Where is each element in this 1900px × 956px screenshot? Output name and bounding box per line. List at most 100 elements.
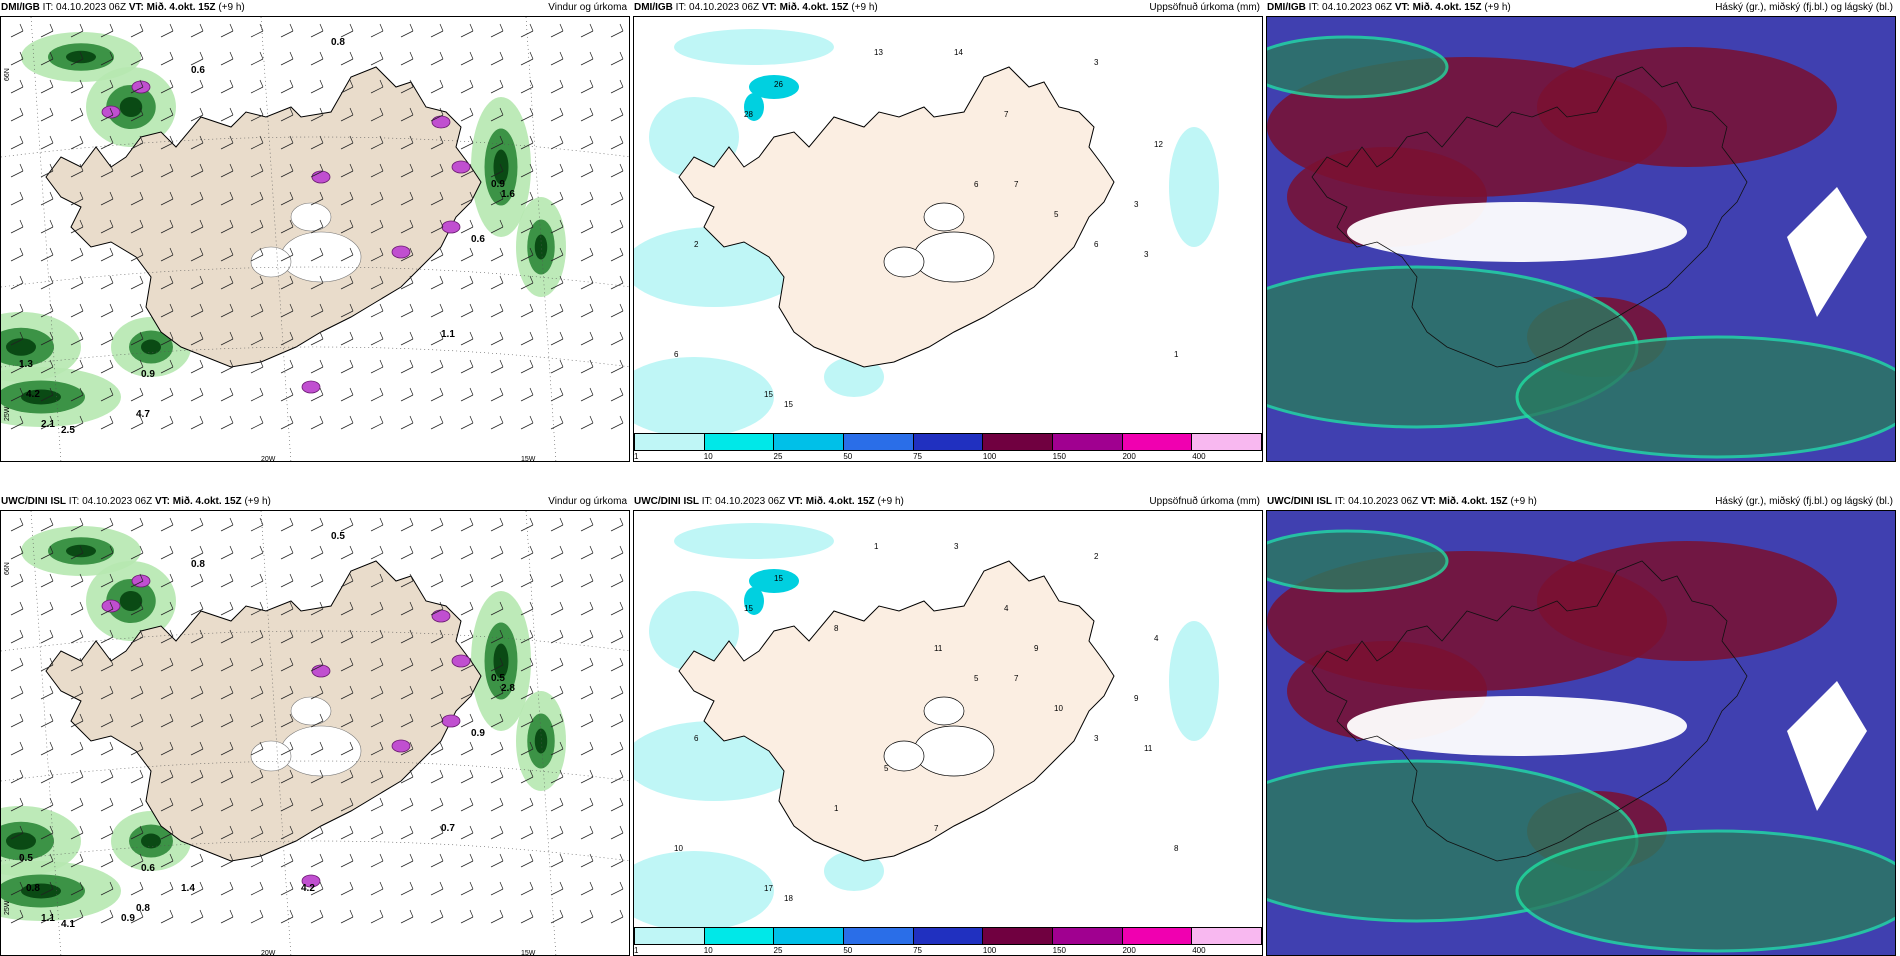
accum-value-label: 3 xyxy=(1094,734,1099,743)
colorbar-swatch xyxy=(1122,434,1193,450)
cloud-cover-map[interactable] xyxy=(1266,16,1896,462)
precip-value-label: 1.6 xyxy=(501,189,515,200)
precip-value-label: 0.9 xyxy=(471,728,485,739)
precip-value-label: 0.8 xyxy=(191,559,205,570)
accum-value-label: 6 xyxy=(694,734,699,743)
valid-time: VT: Mið. 4.okt. 15Z xyxy=(154,496,242,507)
iceland-landmass xyxy=(678,560,1115,862)
clear-sky-area xyxy=(1787,681,1867,811)
accum-value-label: 3 xyxy=(954,542,959,551)
precip-value-label: 4.2 xyxy=(301,883,315,894)
accum-value-label: 11 xyxy=(1144,744,1153,753)
accum-precip-map[interactable]: 13 14 3 7 12 6 7 5 3 6 3 15 6 15 1 2 26 28 1 10 25 50 75 100 15… xyxy=(633,16,1263,462)
accum-value-label: 11 xyxy=(934,644,943,653)
precip-value-label: 2.5 xyxy=(61,425,75,436)
colorbar-tick-label: 150 xyxy=(1052,452,1067,461)
lon-label-25w: 25W xyxy=(4,900,11,915)
accum-value-label: 7 xyxy=(1004,110,1009,119)
lat-label-66n: 66N xyxy=(4,562,11,575)
wind-barbs xyxy=(10,517,624,924)
colorbar-swatch xyxy=(1053,928,1123,944)
valid-time: VT: Mið. 4.okt. 15Z xyxy=(761,2,849,13)
graticule xyxy=(1,511,629,955)
colorbar-swatch xyxy=(1192,434,1262,450)
accum-value-label: 8 xyxy=(834,624,839,633)
heavy-precip-patch xyxy=(101,105,121,119)
accum-value-label: 28 xyxy=(744,110,753,119)
lon-label-15w: 15W xyxy=(521,456,536,462)
precip-value-label: 0.9 xyxy=(141,369,155,380)
valid-time: VT: Mið. 4.okt. 15Z xyxy=(1420,496,1508,507)
clear-sky-area xyxy=(1787,187,1867,317)
precip-value-label: 0.5 xyxy=(491,673,505,684)
colorbar-swatch xyxy=(844,434,914,450)
panel-title: Háský (gr.), miðský (fj.bl.) og lágský (… xyxy=(1715,2,1893,13)
precip-value-label: 4.1 xyxy=(61,919,75,930)
precip-value-label: 0.5 xyxy=(331,531,345,542)
valid-time: VT: Mið. 4.okt. 15Z xyxy=(787,496,875,507)
accum-value-label: 2 xyxy=(694,240,699,249)
source-label: UWC/DINI ISL xyxy=(634,496,699,507)
accum-value-label: 3 xyxy=(1144,250,1149,259)
accum-value-label: 10 xyxy=(674,844,683,853)
heavy-precip-patch xyxy=(391,739,411,753)
colorbar-tick-label: 100 xyxy=(982,946,997,955)
wind-precip-map[interactable]: 0.8 0.6 0.9 1.3 4.2 4.7 2.1 2.5 0.9 1.1 0.6 1.6 20W 1… xyxy=(0,16,630,462)
accum-value-label: 13 xyxy=(874,48,883,57)
colorbar-tick-label: 10 xyxy=(703,452,713,461)
colorbar-swatch xyxy=(983,928,1054,944)
accum-precip-map[interactable]: 1 3 2 4 4 5 7 10 9 3 11 17 10 18 8 6 15 15 8 11 9 1 7 5 1 10 25 50… xyxy=(633,510,1263,956)
precip-value-label: 0.7 xyxy=(441,823,455,834)
panel-header: UWC/DINI ISL IT: 04.10.2023 06Z VT: Mið.… xyxy=(0,494,630,510)
source-label: UWC/DINI ISL xyxy=(1,496,66,507)
accum-value-label: 6 xyxy=(1094,240,1099,249)
precip-value-label: 0.9 xyxy=(121,913,135,924)
colorbar: 1 10 25 50 75 100 150 200 400 xyxy=(634,433,1262,461)
panel-title: Vindur og úrkoma xyxy=(548,2,627,13)
accum-value-label: 5 xyxy=(1054,210,1059,219)
colorbar-swatch xyxy=(983,434,1054,450)
accum-value-label: 7 xyxy=(934,824,939,833)
precip-value-label: 1.3 xyxy=(19,359,33,370)
heavy-precip-patch xyxy=(391,245,411,259)
precip-value-label: 2.1 xyxy=(41,419,55,430)
cloud-cover-map[interactable] xyxy=(1266,510,1896,956)
colorbar-tick-label: 200 xyxy=(1122,946,1136,955)
colorbar-tick-label: 100 xyxy=(982,452,997,461)
source-label: DMI/IGB xyxy=(1267,2,1306,13)
colorbar-swatch xyxy=(913,928,984,944)
init-time: IT: 04.10.2023 06Z xyxy=(42,2,127,13)
accum-value-label: 5 xyxy=(974,674,979,683)
accum-value-label: 15 xyxy=(784,400,793,409)
colorbar-swatch xyxy=(913,434,984,450)
lat-label-66n: 66N xyxy=(4,68,11,81)
accum-value-label: 2 xyxy=(1094,552,1099,561)
lon-label-20w: 20W xyxy=(261,456,276,462)
source-label: UWC/DINI ISL xyxy=(1267,496,1332,507)
heavy-precip-patch xyxy=(301,380,321,394)
accum-value-label: 6 xyxy=(674,350,679,359)
colorbar-tick-label: 50 xyxy=(843,946,853,955)
colorbar-swatch xyxy=(704,928,775,944)
lon-label-25w: 25W xyxy=(4,406,11,421)
source-label: DMI/IGB xyxy=(634,2,673,13)
colorbar-tick-label: 50 xyxy=(843,452,853,461)
precip-value-label: 2.8 xyxy=(501,683,515,694)
graticule xyxy=(1,17,629,461)
init-time: IT: 04.10.2023 06Z xyxy=(675,2,760,13)
colorbar-tick-label: 200 xyxy=(1122,452,1136,461)
colorbar-swatch xyxy=(844,928,914,944)
wind-precip-map[interactable]: 0.5 0.8 0.6 0.5 0.8 0.8 1.1 4.1 0.5 0.7 0.9 2.8 4.2 1… xyxy=(0,510,630,956)
accum-value-label: 18 xyxy=(784,894,793,903)
clear-sky-area xyxy=(1347,696,1687,756)
accum-value-label: 4 xyxy=(1154,634,1159,643)
lead-time: (+9 h) xyxy=(1510,496,1537,507)
panel-dmi-wind: DMI/IGB IT: 04.10.2023 06Z VT: Mið. 4.ok… xyxy=(0,0,630,462)
panel-title: Háský (gr.), miðský (fj.bl.) og lágský (… xyxy=(1715,496,1893,507)
valid-time: VT: Mið. 4.okt. 15Z xyxy=(1394,2,1482,13)
clear-sky-area xyxy=(1347,202,1687,262)
accum-value-label: 7 xyxy=(1014,674,1019,683)
precip-value-label: 0.6 xyxy=(471,234,485,245)
colorbar-swatch xyxy=(774,434,845,450)
colorbar-swatch xyxy=(704,434,775,450)
